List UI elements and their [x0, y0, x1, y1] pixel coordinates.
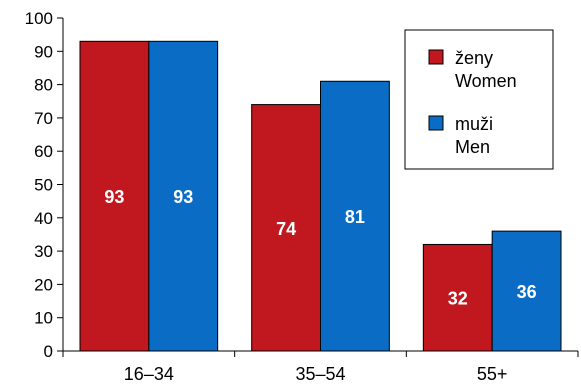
- data-labels: 93 74 32 93 81 36: [104, 187, 536, 309]
- y-axis: 0 10 20 30 40 50 60 70 80 90 100: [25, 9, 64, 361]
- y-tick-label: 90: [34, 42, 53, 61]
- legend-label: Women: [455, 71, 517, 91]
- legend-label: ženy: [455, 48, 493, 68]
- y-tick-label: 50: [34, 176, 53, 195]
- y-tick-label: 30: [34, 242, 53, 261]
- bar: [148, 40, 219, 352]
- y-tick-label: 60: [34, 142, 53, 161]
- x-category-label: 16–34: [124, 364, 174, 384]
- y-tick-label: 40: [34, 209, 53, 228]
- bar: [251, 104, 322, 352]
- bar-value-label: 93: [104, 187, 124, 207]
- bar: [79, 40, 150, 352]
- y-tick-label: 10: [34, 309, 53, 328]
- x-category-label: 55+: [477, 364, 508, 384]
- bar-value-label: 32: [448, 289, 468, 309]
- legend-swatch: [428, 115, 444, 131]
- y-tick-label: 80: [34, 76, 53, 95]
- y-tick-label: 0: [44, 342, 53, 361]
- bars: [79, 40, 562, 352]
- legend-label: muži: [455, 114, 493, 134]
- bar: [320, 80, 390, 352]
- bar: [491, 230, 562, 352]
- x-category-label: 35–54: [295, 364, 345, 384]
- bar-value-label: 93: [173, 187, 193, 207]
- bar-value-label: 81: [345, 207, 365, 227]
- y-tick-label: 100: [25, 9, 53, 28]
- bar-value-label: 74: [276, 219, 296, 239]
- legend: ženy Women muži Men: [404, 29, 554, 170]
- legend-swatch: [428, 49, 444, 65]
- bar: [422, 243, 493, 352]
- y-tick-label: 20: [34, 275, 53, 294]
- legend-label: Men: [455, 137, 490, 157]
- y-tick-label: 70: [34, 109, 53, 128]
- bar-value-label: 36: [517, 282, 537, 302]
